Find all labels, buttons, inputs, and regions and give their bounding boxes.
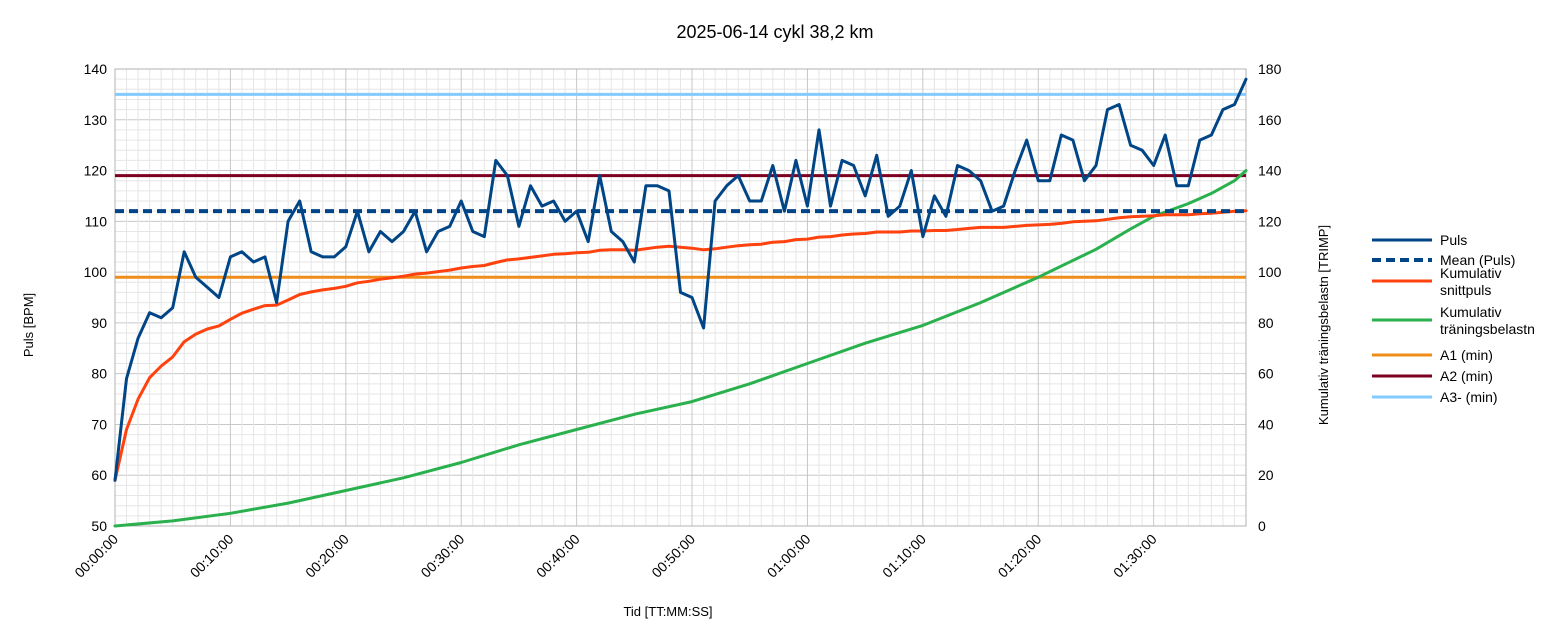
y-tick-label: 100 (84, 264, 108, 280)
plot-frame (114, 68, 1247, 527)
plot-border (114, 68, 1247, 527)
legend-label: A1 (min) (1440, 347, 1493, 363)
y-axis-right: 0 20 40 60 80 100 120 140 160 180 (1258, 61, 1282, 534)
x-tick-label: 00:50:00 (648, 531, 698, 581)
x-tick-label: 01:20:00 (995, 531, 1045, 581)
chart-title: 2025-06-14 cykl 38,2 km (676, 22, 873, 42)
legend-label: snittpuls (1440, 282, 1491, 298)
y-tick-label: 60 (91, 467, 107, 483)
legend-label: Kumulativ (1440, 304, 1501, 320)
x-tick-label: 00:00:00 (71, 531, 121, 581)
y-tick-label: 140 (84, 61, 108, 77)
y-tick-label: 120 (84, 163, 108, 179)
y-axis-label: Puls [BPM] (21, 293, 36, 357)
legend-label: Kumulativ (1440, 265, 1501, 281)
y2-tick-label: 100 (1258, 264, 1282, 280)
y2-tick-label: 160 (1258, 112, 1282, 128)
legend-label: A3- (min) (1440, 389, 1498, 405)
legend-label: Puls (1440, 232, 1467, 248)
x-tick-label: 00:40:00 (533, 531, 583, 581)
y-axis-left: 50 60 70 80 90 100 110 120 130 140 (84, 61, 108, 534)
y2-axis-label: Kumulativ träningsbelastn [TRIMP] (1316, 225, 1331, 425)
series-puls (113, 77, 1248, 482)
y-tick-label: 70 (91, 416, 107, 432)
x-axis-label: Tid [TT:MM:SS] (623, 604, 712, 619)
series-kumulativ-snittpuls (113, 209, 1248, 482)
x-tick-label: 01:10:00 (879, 531, 929, 581)
y2-tick-label: 180 (1258, 61, 1282, 77)
y2-tick-label: 40 (1258, 416, 1274, 432)
y-tick-label: 80 (91, 366, 107, 382)
x-axis: 00:00:00 00:10:00 00:20:00 00:30:00 00:40:00… (71, 531, 1160, 581)
legend-item-puls: Puls (1372, 232, 1467, 248)
grid (114, 68, 1247, 527)
legend-item-mean-puls: Mean (Puls) (1372, 252, 1515, 268)
y-tick-label: 50 (91, 518, 107, 534)
x-tick-label: 01:00:00 (764, 531, 814, 581)
y2-tick-label: 120 (1258, 213, 1282, 229)
y2-tick-label: 20 (1258, 467, 1274, 483)
y2-tick-label: 140 (1258, 163, 1282, 179)
legend-item-a3-min: A3- (min) (1372, 389, 1498, 405)
x-tick-label: 01:30:00 (1110, 531, 1160, 581)
legend-label: A2 (min) (1440, 368, 1493, 384)
y2-tick-label: 0 (1258, 518, 1266, 534)
legend-label: träningsbelastn (1440, 321, 1535, 337)
legend-item-a1-min: A1 (min) (1372, 347, 1493, 363)
y2-tick-label: 80 (1258, 315, 1274, 331)
legend-label: Mean (Puls) (1440, 252, 1515, 268)
y2-tick-label: 60 (1258, 366, 1274, 382)
y-tick-label: 90 (91, 315, 107, 331)
legend-item-a2-min: A2 (min) (1372, 368, 1493, 384)
x-tick-label: 00:30:00 (417, 531, 467, 581)
y-tick-label: 110 (85, 213, 108, 229)
y-tick-label: 130 (84, 112, 108, 128)
x-tick-label: 00:10:00 (187, 531, 237, 581)
x-tick-label: 00:20:00 (302, 531, 352, 581)
series-layer (113, 77, 1248, 528)
